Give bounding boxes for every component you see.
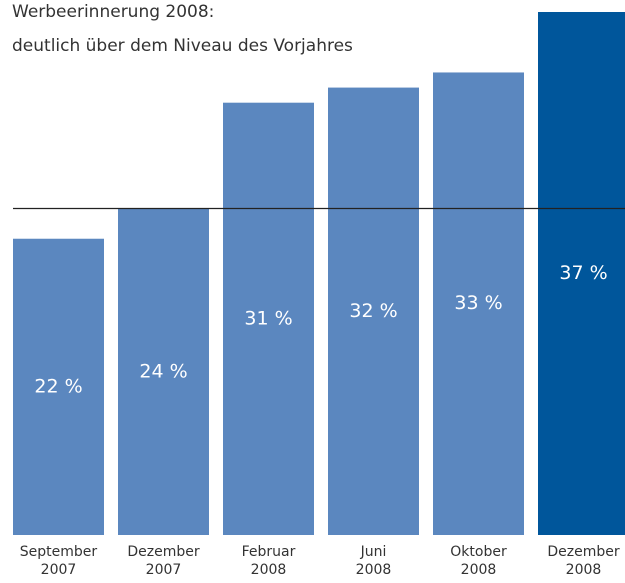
bar [538,12,625,535]
x-tick-label: Dezember 2007 [127,544,200,578]
x-tick-label: Dezember 2008 [547,544,620,578]
value-label: 32 % [349,300,397,322]
bar [223,102,314,536]
value-label: 33 % [454,292,502,314]
bar [118,208,209,536]
x-tick-label: September 2007 [19,544,98,578]
x-tick-label: Juni 2008 [355,544,392,578]
bar [13,238,104,535]
x-tick-label: Februar 2008 [241,544,296,578]
value-label: 37 % [559,262,607,284]
bar [433,72,524,535]
value-label: 24 % [139,360,187,382]
bar [328,87,419,535]
chart-subtitle: deutlich über dem Niveau des Vorjahres [12,36,353,56]
value-label: 22 % [34,375,82,397]
chart-title: Werbeerinnerung 2008: [12,2,215,22]
x-tick-label: Oktober 2008 [450,544,507,578]
value-label: 31 % [244,307,292,329]
